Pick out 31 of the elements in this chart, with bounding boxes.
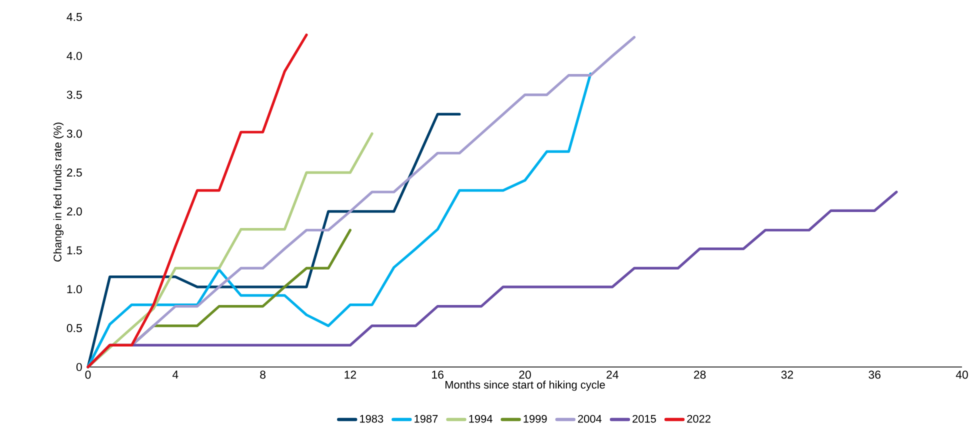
y-tick-label: 1.5: [67, 246, 82, 254]
x-tick-label: 24: [606, 370, 618, 379]
legend-label: 1983: [360, 414, 384, 423]
y-tick-label: 4.5: [66, 13, 82, 21]
x-axis-title: Months since start of hiking cycle: [446, 380, 605, 391]
legend-label: 1994: [469, 414, 492, 423]
y-tick-label: 2.5: [67, 168, 82, 177]
x-tick-label: 28: [694, 370, 706, 379]
x-tick-label: 0: [85, 370, 91, 379]
x-tick-label: 36: [868, 370, 880, 379]
y-tick-label: 2.0: [67, 207, 82, 216]
y-tick-label: 4.0: [66, 52, 82, 60]
x-tick-label: 40: [956, 370, 968, 379]
y-tick-label: 3.5: [66, 90, 82, 99]
x-tick-label: 8: [260, 370, 266, 379]
legend-label: 2015: [632, 414, 656, 423]
legend-label: 2022: [687, 414, 710, 423]
y-axis-title: Change in fed funds rate (%): [53, 122, 64, 262]
y-tick-label: 3.0: [66, 130, 82, 138]
legend-label: 1987: [414, 414, 438, 423]
y-tick-label: 0.5: [66, 324, 82, 332]
x-tick-label: 12: [344, 370, 356, 379]
legend-label: 2004: [578, 414, 602, 423]
x-tick-label: 16: [432, 370, 444, 379]
line-series: [86, 34, 308, 368]
x-tick-label: 20: [519, 370, 531, 379]
x-tick-label: 4: [172, 370, 178, 379]
x-tick-label: 32: [781, 370, 793, 379]
legend-label: 1999: [524, 414, 547, 423]
y-tick-label: 0: [76, 362, 82, 372]
y-tick-label: 1.0: [67, 285, 82, 294]
